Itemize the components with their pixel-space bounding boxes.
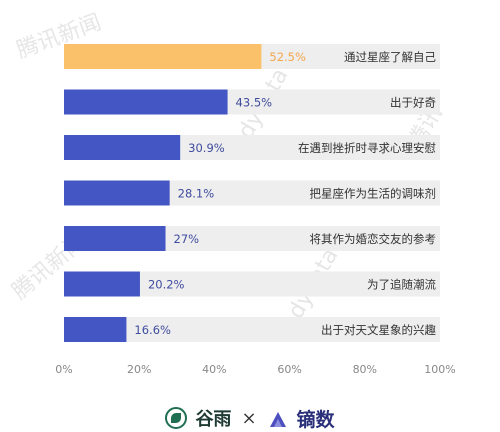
x-axis: 0% 20% 40% 60% 80% 100% bbox=[55, 363, 455, 376]
category-label: 在遇到挫折时寻求心理安慰 bbox=[298, 141, 436, 155]
bar bbox=[64, 226, 166, 251]
category-label: 出于对天文星象的兴趣 bbox=[321, 323, 436, 337]
triangle-logo-icon bbox=[267, 407, 289, 429]
data-label: 30.9% bbox=[188, 141, 225, 155]
data-label: 16.6% bbox=[134, 323, 171, 337]
category-label: 为了追随潮流 bbox=[367, 278, 436, 292]
category-label: 把星座作为生活的调味剂 bbox=[310, 187, 437, 201]
bar bbox=[64, 44, 262, 69]
x-tick-label: 100% bbox=[424, 363, 455, 376]
data-label: 27% bbox=[174, 232, 200, 246]
category-label: 通过星座了解自己 bbox=[344, 50, 436, 64]
bar bbox=[64, 180, 170, 206]
data-label: 43.5% bbox=[236, 96, 273, 110]
brand-separator: × bbox=[241, 407, 257, 429]
x-tick-label: 0% bbox=[55, 363, 72, 376]
bar bbox=[64, 317, 127, 342]
data-label: 52.5% bbox=[269, 50, 306, 64]
brand-dydata: 镝数 bbox=[296, 408, 335, 431]
category-label: 出于好奇 bbox=[390, 96, 436, 110]
category-label: 将其作为婚恋交友的参考 bbox=[310, 232, 437, 246]
x-tick-label: 60% bbox=[277, 363, 301, 376]
x-tick-label: 80% bbox=[353, 363, 377, 376]
brand-guyu: 谷雨 bbox=[195, 409, 232, 430]
footer-brands: 谷雨 × 镝数 bbox=[0, 404, 500, 432]
bar-track bbox=[64, 317, 440, 342]
x-tick-label: 40% bbox=[202, 363, 226, 376]
bar bbox=[64, 89, 228, 115]
bars-layer: 52.5% 通过星座了解自己 43.5% 出于好奇 30.9% 在遇到挫折时寻求心理安慰 2… bbox=[64, 44, 440, 342]
leaf-circle-icon bbox=[165, 407, 188, 429]
data-label: 28.1% bbox=[178, 187, 215, 201]
bar bbox=[64, 271, 140, 297]
data-label: 20.2% bbox=[148, 278, 185, 292]
bar bbox=[64, 135, 181, 160]
x-tick-label: 20% bbox=[127, 363, 151, 376]
